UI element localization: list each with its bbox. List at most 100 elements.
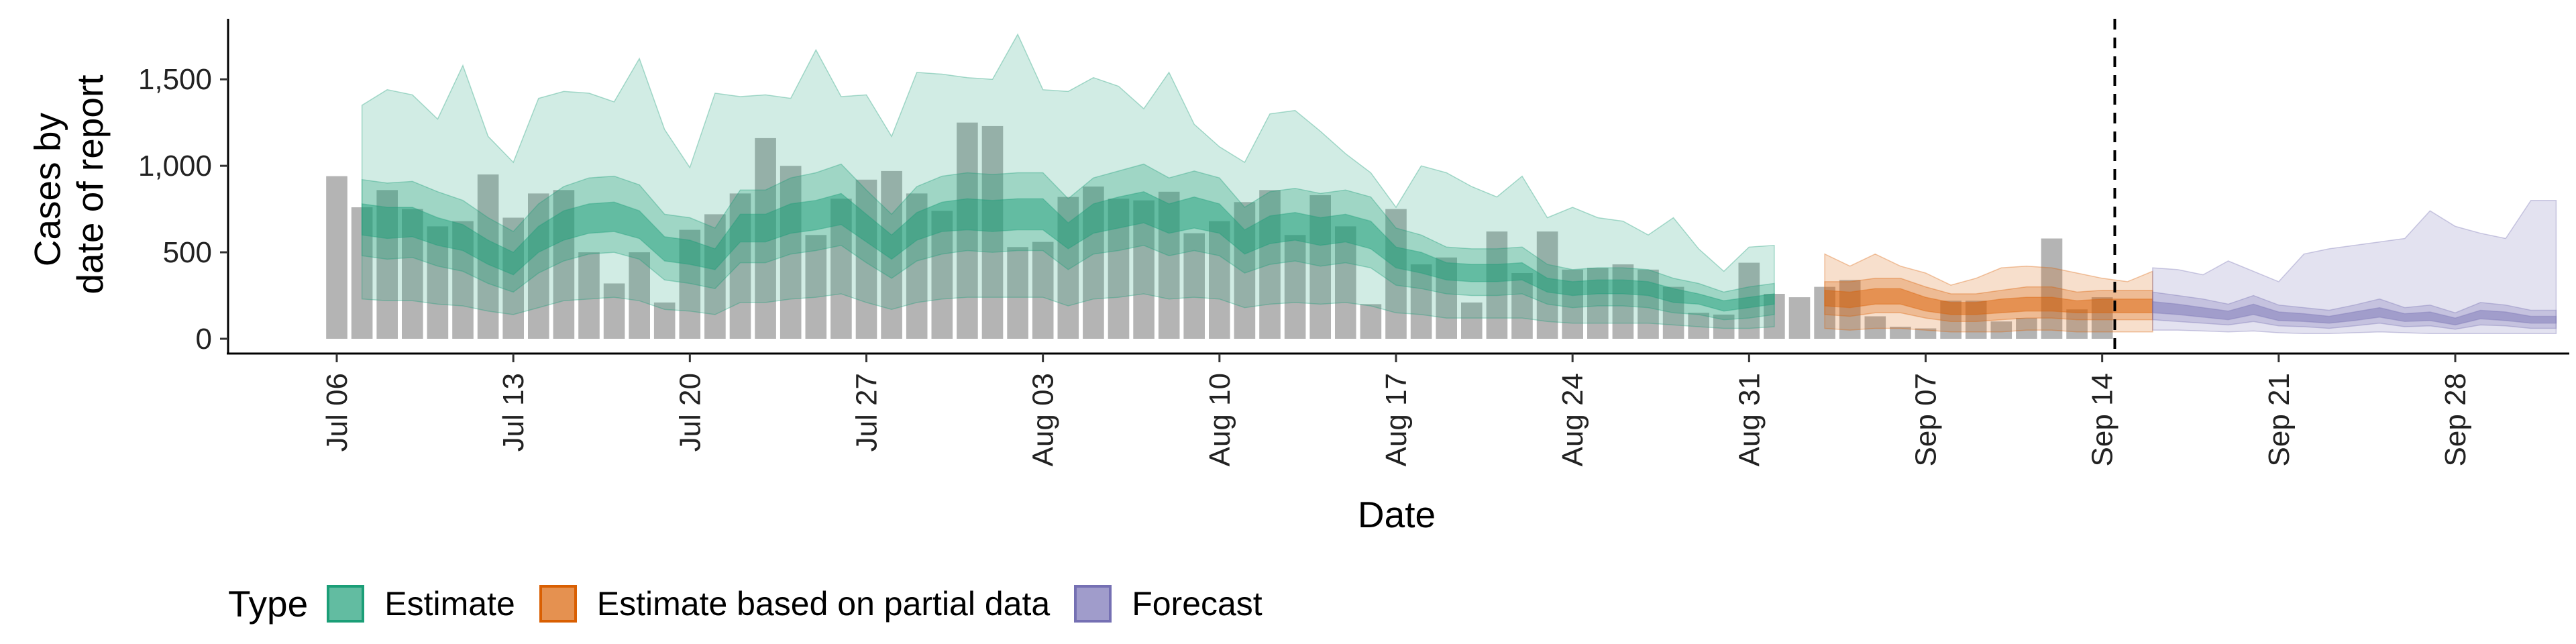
reported-case-bar — [1007, 247, 1028, 339]
y-tick-label: 1,500 — [138, 63, 212, 96]
x-tick-label: Aug 17 — [1380, 373, 1413, 466]
x-tick-label: Sep 21 — [2263, 373, 2296, 466]
x-tick-label: Sep 07 — [1910, 373, 1943, 466]
x-tick-label: Jul 20 — [674, 373, 706, 451]
estimate-bands — [361, 33, 2557, 335]
reported-case-bar — [1562, 269, 1583, 339]
estimate-based-on-partial-data-outer-band — [1824, 253, 2153, 333]
reported-case-bar — [1284, 235, 1306, 339]
reported-case-bar — [1057, 197, 1079, 339]
legend-item-partial-estimate: Estimate based on partial data — [539, 584, 1050, 623]
reported-case-bar — [881, 170, 902, 339]
reported-case-bar — [2091, 297, 2113, 339]
reported-case-bar — [1990, 321, 2012, 339]
reported-case-bar — [1788, 297, 1811, 339]
x-tick-label: Jul 06 — [321, 373, 354, 451]
legend-key-partial-estimate — [539, 585, 577, 623]
reported-case-bar — [780, 166, 802, 339]
legend-key-forecast — [1074, 585, 1112, 623]
reported-case-bar — [1360, 304, 1382, 339]
estimate-outer-band — [361, 33, 1775, 329]
reported-case-bar — [1965, 301, 1987, 339]
x-tick-label: Aug 10 — [1203, 373, 1236, 466]
reported-case-bar — [1814, 286, 1835, 339]
reported-case-bar — [1738, 262, 1760, 339]
reported-case-bar — [830, 199, 852, 339]
x-tick-label: Jul 27 — [851, 373, 883, 451]
reported-case-bar — [502, 217, 524, 339]
forecast-ci50-band — [2152, 301, 2557, 326]
reported-case-bar — [1536, 231, 1558, 339]
reported-case-bar — [1612, 264, 1634, 339]
reported-case-bar — [2016, 318, 2037, 339]
reported-case-bar — [679, 229, 701, 339]
x-tick-label: Aug 31 — [1733, 373, 1766, 466]
reported-case-bar — [1713, 314, 1735, 339]
reported-case-bar — [1234, 202, 1256, 339]
reported-case-bar — [931, 211, 953, 339]
reported-case-bar — [957, 122, 978, 339]
legend-item-forecast: Forecast — [1074, 584, 1263, 623]
estimate-ci90-band — [361, 163, 1775, 321]
reported-case-bar — [1587, 268, 1609, 339]
reported-case-bar — [1108, 199, 1130, 339]
reported-case-bar — [376, 190, 398, 339]
reported-case-bar — [427, 226, 449, 339]
reported-case-bar — [1764, 294, 1785, 339]
reported-case-bar — [1461, 302, 1483, 339]
legend-title: Type — [228, 583, 309, 625]
forecast-ci90-band — [2152, 291, 2557, 330]
reported-case-bar — [1133, 200, 1155, 339]
reported-case-bar — [1158, 191, 1180, 339]
reported-case-bar — [704, 214, 726, 339]
reported-case-bar — [1309, 195, 1331, 339]
reported-case-bar — [729, 193, 751, 339]
reported-case-bar — [1662, 286, 1684, 339]
x-ticks: Jul 06 Jul 13 Jul 20 Jul 27 Aug 03 Aug 10 Aug … — [321, 354, 2472, 466]
legend-label-partial-estimate: Estimate based on partial data — [596, 585, 1051, 623]
reported-case-bar — [1864, 316, 1886, 339]
reported-case-bar — [1032, 241, 1054, 339]
reported-case-bar — [755, 138, 776, 339]
reported-case-bar — [326, 176, 347, 339]
reported-case-bar — [1259, 190, 1281, 339]
reported-case-bar — [1890, 327, 1911, 339]
reported-case-bar — [629, 252, 650, 339]
reported-case-bar — [452, 221, 474, 339]
reported-case-bar — [1638, 269, 1659, 339]
reported-case-bar — [1183, 233, 1205, 339]
reported-case-bar — [1410, 264, 1432, 339]
legend-key-estimate — [327, 585, 365, 623]
estimate-based-on-partial-data-ci50-band — [1824, 288, 2153, 315]
y-tick-label: 500 — [163, 236, 212, 269]
x-tick-label: Aug 03 — [1027, 373, 1060, 466]
legend-label-estimate: Estimate — [384, 585, 515, 623]
reported-case-bar — [906, 193, 928, 339]
reported-case-bar — [402, 209, 423, 339]
legend-item-estimate: Estimate — [327, 584, 515, 623]
axes — [227, 19, 2569, 355]
y-axis-title-line-2: date of report — [69, 74, 111, 294]
x-tick-label: Sep 14 — [2086, 373, 2119, 466]
reported-case-bars — [326, 122, 2113, 339]
y-axis-title-line-1: Cases by — [27, 113, 68, 267]
reported-case-bar — [1486, 231, 1508, 339]
reported-case-bar — [805, 235, 827, 339]
forecast-outer-band — [2152, 199, 2557, 335]
reported-case-bar — [528, 193, 549, 339]
legend-label-forecast: Forecast — [1132, 585, 1263, 623]
y-tick-label: 1,000 — [138, 150, 212, 182]
reported-case-bar — [351, 207, 373, 339]
reported-case-bar — [1940, 301, 1962, 339]
reported-case-bar — [2041, 238, 2063, 339]
reported-case-bar — [1915, 328, 1937, 339]
y-ticks: 0 500 1,000 1,500 — [138, 63, 228, 356]
reported-case-bar — [1688, 313, 1709, 339]
estimate-ci50-band — [361, 191, 1775, 312]
reported-case-bar — [1209, 221, 1230, 339]
y-axis-title: Cases by date of report — [27, 74, 111, 294]
reported-case-bar — [1083, 186, 1104, 339]
legend: Type Estimate Estimate based on partial … — [228, 577, 1287, 631]
reported-case-bar — [553, 190, 575, 339]
